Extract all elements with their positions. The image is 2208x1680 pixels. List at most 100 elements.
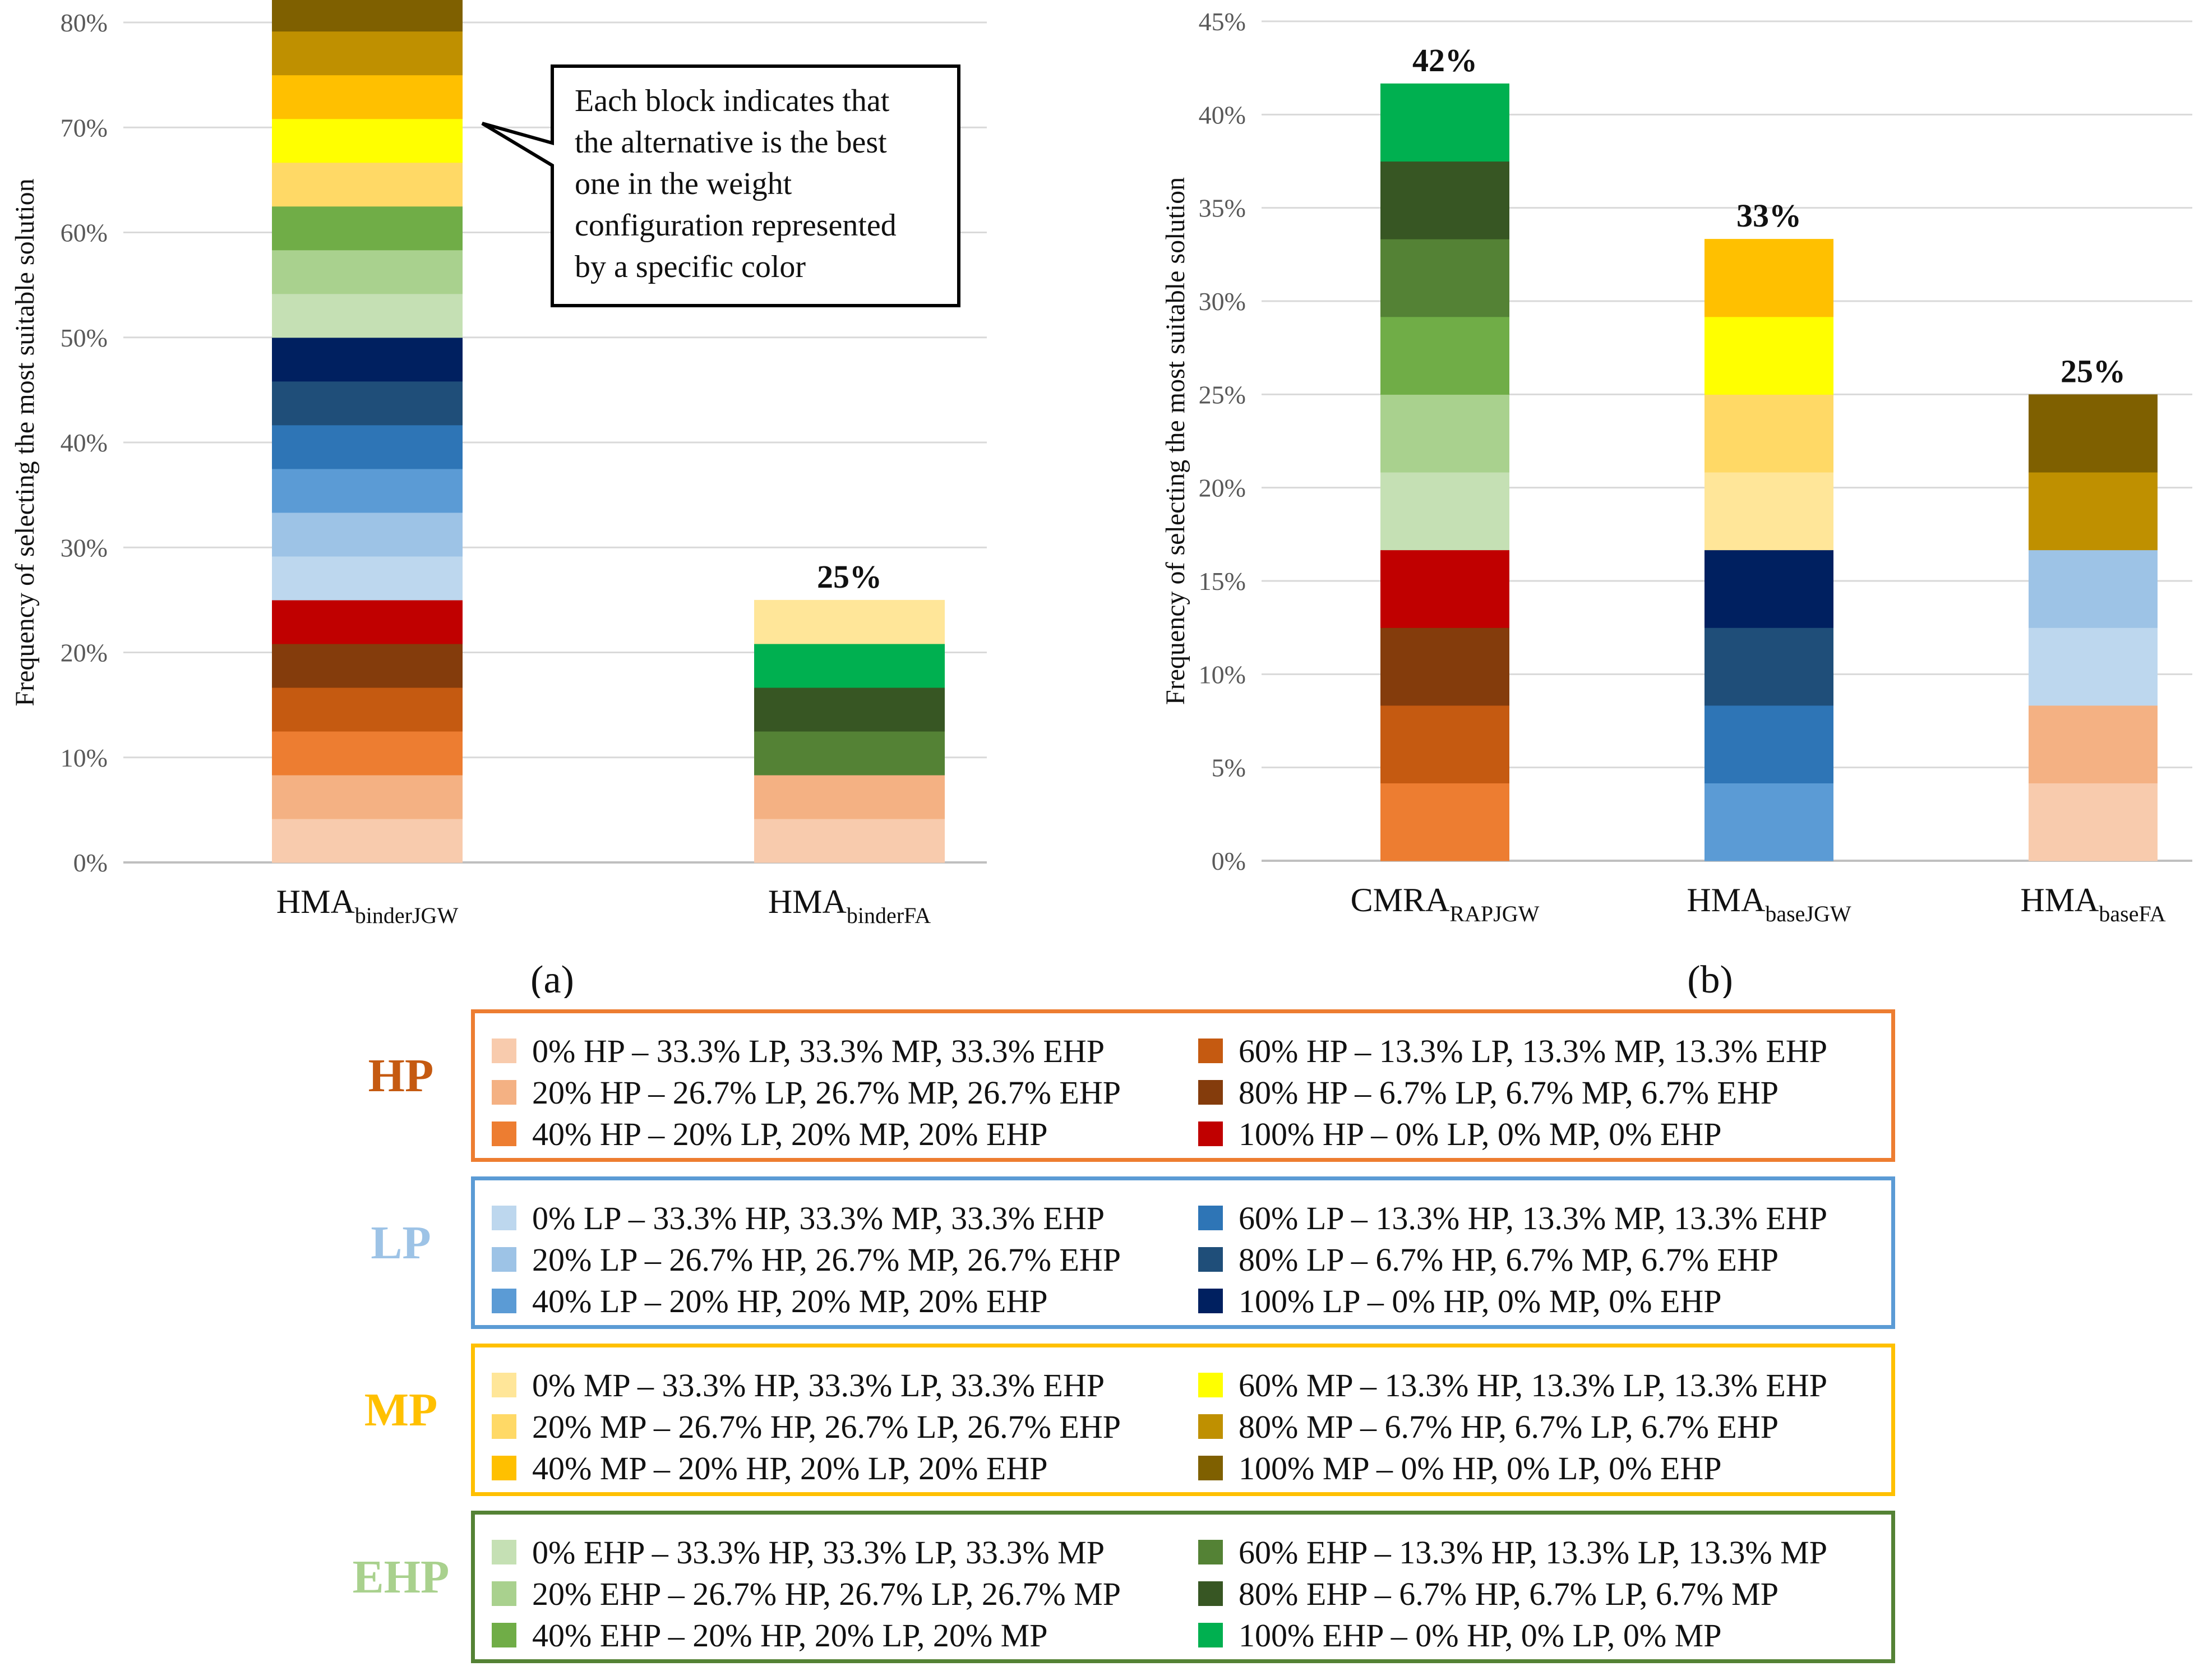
chart-b: 0% 5% 10% 15% 20% 25% 30% 35% 40% 45% Frequency of… — [1161, 7, 2192, 926]
legend-swatch — [492, 1206, 516, 1230]
legend-label: 80% LP – 6.7% HP, 6.7% MP, 6.7% EHP — [1239, 1241, 1779, 1278]
callout-annotation: Each block indicates that the alternativ… — [481, 64, 960, 307]
legend-group-box: 0% LP – 33.3% HP, 33.3% MP, 33.3% EHP 20… — [471, 1176, 1895, 1329]
legend-swatch — [492, 1039, 516, 1063]
callout-line-4: configuration represented — [575, 208, 897, 243]
bar-total-label: 42% — [1412, 42, 1477, 79]
legend-label: 20% HP – 26.7% LP, 26.7% MP, 26.7% EHP — [532, 1074, 1121, 1111]
category-main: CMRA — [1351, 881, 1450, 919]
bar-segment-ehp60 — [754, 731, 945, 776]
y-tick-label: 50% — [61, 324, 108, 352]
legend-swatch — [1198, 1456, 1223, 1480]
legend-swatch — [1198, 1039, 1223, 1063]
bar-segment-mp20 — [1704, 394, 1833, 473]
y-tick-label: 70% — [61, 113, 108, 142]
legend-item: 80% HP – 6.7% LP, 6.7% MP, 6.7% EHP — [1198, 1072, 1779, 1113]
category-main: HMA — [276, 883, 355, 920]
bar-segment-lp40 — [272, 468, 463, 513]
bar-segment-ehp100 — [754, 643, 945, 688]
bar-total-label: 25% — [2061, 353, 2126, 389]
legend-item: 20% LP – 26.7% HP, 26.7% MP, 26.7% EHP — [492, 1239, 1121, 1280]
legend-label: 80% MP – 6.7% HP, 6.7% LP, 6.7% EHP — [1239, 1408, 1779, 1445]
bar-segment-mp20 — [272, 162, 463, 207]
bar-segment-hp0 — [2029, 783, 2158, 861]
bar-total-label: 25% — [817, 559, 882, 595]
callout-line-3: one in the weight — [575, 167, 792, 201]
callout-line-5: by a specific color — [575, 250, 806, 284]
legend-item: 60% HP – 13.3% LP, 13.3% MP, 13.3% EHP — [1198, 1030, 1827, 1072]
legend-label: 20% LP – 26.7% HP, 26.7% MP, 26.7% EHP — [532, 1241, 1121, 1278]
y-tick-label: 10% — [61, 744, 108, 772]
legend-label: 40% MP – 20% HP, 20% LP, 20% EHP — [532, 1450, 1048, 1487]
bar-segment-ehp100 — [1380, 83, 1509, 162]
bar-segment-hp60 — [272, 687, 463, 732]
y-tick-label: 0% — [1212, 847, 1246, 875]
legend-group-lp: LP 0% LP – 33.3% HP, 33.3% MP, 33.3% EHP… — [336, 1176, 1906, 1329]
legend-swatch — [1198, 1247, 1223, 1272]
bar-segment-ehp40 — [1380, 316, 1509, 395]
y-tick-label: 15% — [1199, 567, 1246, 596]
callout-line-1: Each block indicates that — [575, 84, 890, 118]
bar-segment-ehp0 — [272, 293, 463, 338]
x-category-label: HMAbinderFA — [768, 883, 931, 928]
legend-swatch — [492, 1080, 516, 1105]
legend-item: 0% EHP – 33.3% HP, 33.3% LP, 33.3% MP — [492, 1531, 1105, 1573]
bar-segment-lp80 — [1704, 627, 1833, 706]
bar-total-label: 33% — [1736, 197, 1801, 234]
legend-swatch — [492, 1121, 516, 1146]
legend-label: 80% EHP – 6.7% HP, 6.7% LP, 6.7% MP — [1239, 1575, 1779, 1612]
bar-segment-mp80 — [2029, 472, 2158, 551]
bar-segment-lp0 — [272, 556, 463, 601]
legend-swatch — [1198, 1540, 1223, 1564]
legend-group-box: 0% MP – 33.3% HP, 33.3% LP, 33.3% EHP 20… — [471, 1344, 1895, 1496]
legend-swatch — [492, 1247, 516, 1272]
legend-item: 60% MP – 13.3% HP, 13.3% LP, 13.3% EHP — [1198, 1364, 1827, 1406]
legend-swatch — [492, 1414, 516, 1439]
bar-segment-hp100 — [1380, 550, 1509, 628]
legend-label: 40% HP – 20% LP, 20% MP, 20% EHP — [532, 1115, 1048, 1152]
category-main: HMA — [1687, 881, 1765, 919]
bar-segment-lp100 — [1704, 550, 1833, 628]
chart-a: 0% 10% 20% 30% 40% 50% 60% 70% 80% Frequency of s… — [10, 0, 987, 928]
bar-segment-hp0 — [754, 818, 945, 863]
legend-swatch — [492, 1581, 516, 1606]
bar-segment-mp40 — [1704, 239, 1833, 317]
legend-item: 100% HP – 0% LP, 0% MP, 0% EHP — [1198, 1113, 1721, 1155]
bar-segment-ehp60 — [1380, 239, 1509, 317]
legend-item: 40% EHP – 20% HP, 20% LP, 20% MP — [492, 1614, 1047, 1656]
legend-group-hp: HP 0% HP – 33.3% LP, 33.3% MP, 33.3% EHP… — [336, 1009, 1906, 1162]
bar-segment-hp20 — [2029, 705, 2158, 783]
charts-canvas: 0% 10% 20% 30% 40% 50% 60% 70% 80% Frequency of s… — [10, 0, 2192, 998]
category-subscript: binderFA — [847, 903, 931, 928]
legend-swatch — [1198, 1623, 1223, 1647]
legend-label: 80% HP – 6.7% LP, 6.7% MP, 6.7% EHP — [1239, 1074, 1779, 1111]
bar-segment-hp0 — [272, 818, 463, 863]
y-tick-label: 30% — [1199, 287, 1246, 316]
legend-item: 0% HP – 33.3% LP, 33.3% MP, 33.3% EHP — [492, 1030, 1105, 1072]
bar-segment-lp20 — [2029, 550, 2158, 628]
legend-item: 100% MP – 0% HP, 0% LP, 0% EHP — [1198, 1447, 1721, 1489]
legend-item: 60% LP – 13.3% HP, 13.3% MP, 13.3% EHP — [1198, 1197, 1827, 1239]
legend-label: 100% EHP – 0% HP, 0% LP, 0% MP — [1239, 1617, 1722, 1654]
legend-item: 80% MP – 6.7% HP, 6.7% LP, 6.7% EHP — [1198, 1406, 1779, 1447]
legend-label: 0% LP – 33.3% HP, 33.3% MP, 33.3% EHP — [532, 1199, 1105, 1236]
legend-item: 100% LP – 0% HP, 0% MP, 0% EHP — [1198, 1280, 1721, 1322]
legend-label: 0% MP – 33.3% HP, 33.3% LP, 33.3% EHP — [532, 1367, 1105, 1404]
legend-group-title: MP — [364, 1384, 438, 1436]
bar-segment-lp40 — [1704, 783, 1833, 861]
legend-item: 80% EHP – 6.7% HP, 6.7% LP, 6.7% MP — [1198, 1573, 1779, 1614]
bar-segment-hp80 — [1380, 627, 1509, 706]
legend-label: 0% EHP – 33.3% HP, 33.3% LP, 33.3% MP — [532, 1534, 1105, 1571]
legend-swatch — [1198, 1414, 1223, 1439]
bar-segment-mp100 — [2029, 394, 2158, 473]
legend-swatch — [1198, 1206, 1223, 1230]
legend-item: 20% MP – 26.7% HP, 26.7% LP, 26.7% EHP — [492, 1406, 1121, 1447]
legend-swatch — [492, 1373, 516, 1397]
legend-item: 20% EHP – 26.7% HP, 26.7% LP, 26.7% MP — [492, 1573, 1121, 1614]
y-tick-label: 30% — [61, 533, 108, 562]
y-tick-label: 20% — [61, 639, 108, 667]
legend-group-box: 0% HP – 33.3% LP, 33.3% MP, 33.3% EHP 20… — [471, 1009, 1895, 1162]
y-tick-label: 5% — [1212, 754, 1246, 782]
bar-segment-ehp80 — [1380, 161, 1509, 239]
legend-item: 60% EHP – 13.3% HP, 13.3% LP, 13.3% MP — [1198, 1531, 1827, 1573]
